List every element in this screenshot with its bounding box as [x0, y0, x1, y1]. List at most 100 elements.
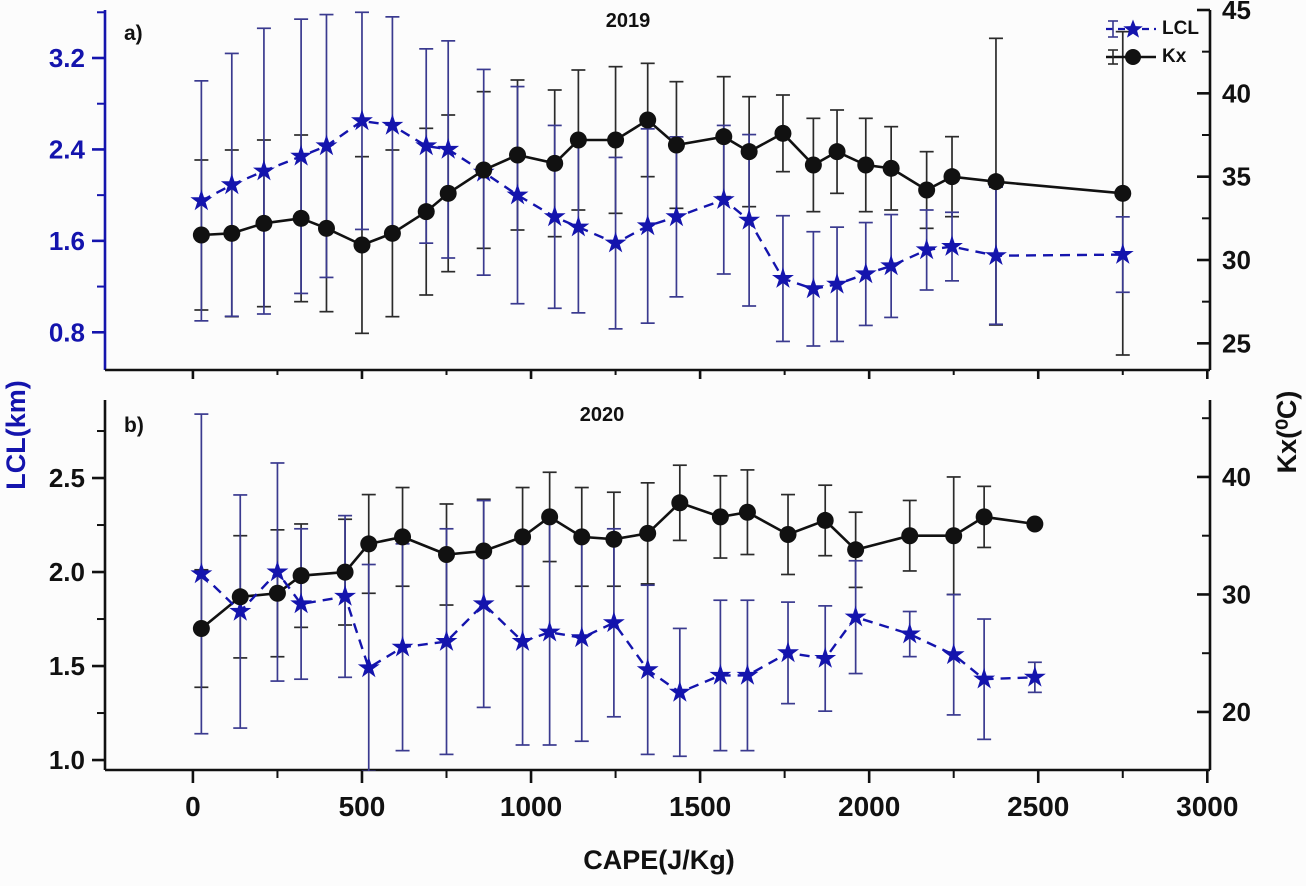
left-tick-label: 1.5	[49, 651, 85, 681]
legend-item-kx: Kx	[1104, 44, 1199, 70]
kx-point	[317, 219, 335, 237]
lcl-point	[802, 277, 825, 299]
panel-a-title: 2019	[605, 10, 651, 32]
kx-point	[639, 111, 657, 129]
kx-point	[292, 567, 310, 585]
kx-point	[975, 508, 993, 526]
lcl-point	[973, 667, 996, 689]
lcl-point	[229, 600, 252, 621]
lcl-point	[543, 205, 566, 227]
lcl-point	[665, 205, 688, 227]
right-tick-label: 25	[1222, 328, 1251, 358]
panel-b: 1.0 1.5 2.0 2.5 20 30 40 0 500 1000 1500 2000 2500 30…	[49, 400, 1251, 822]
kx-point	[945, 527, 963, 545]
kx-point	[715, 128, 733, 146]
lcl-point	[777, 641, 799, 663]
x-tick-label: 2500	[1007, 791, 1069, 822]
lcl-point	[190, 189, 213, 211]
lcl-point	[290, 592, 313, 614]
lcl-point	[854, 262, 877, 284]
y-axis-label-right: Kx(⁰C)	[1272, 390, 1302, 474]
lcl-point	[435, 630, 458, 651]
kx-point	[605, 530, 623, 548]
kx-point	[353, 236, 371, 254]
panel-b-title: 2020	[579, 404, 625, 426]
lcl-point	[602, 611, 625, 633]
left-tick-label: 2.4	[49, 134, 86, 164]
lcl-point	[266, 560, 289, 582]
lcl-point	[567, 215, 590, 237]
lcl-point	[472, 592, 495, 614]
kx-error-bars	[194, 464, 1042, 689]
kx-point	[231, 588, 249, 606]
kx-point	[514, 528, 532, 546]
kx-point	[828, 143, 846, 161]
lcl-point	[898, 622, 921, 644]
x-axis-label: CAPE(J/Kg)	[583, 845, 735, 875]
kx-point	[509, 146, 527, 164]
legend-kx-label: Kx	[1162, 46, 1187, 67]
right-tick-label: 30	[1222, 579, 1251, 609]
kx-point	[360, 535, 378, 553]
lcl-point	[334, 585, 356, 606]
kx-point	[192, 226, 210, 244]
lcl-point	[506, 183, 529, 205]
lcl-point	[712, 188, 735, 209]
kx-point	[475, 542, 493, 560]
x-tick-label: 1500	[669, 791, 731, 822]
lcl-point	[826, 272, 848, 294]
left-tick-label: 1.0	[49, 745, 85, 775]
lcl-error-bars	[194, 413, 1042, 771]
kx-point	[417, 203, 435, 221]
lcl-point	[1111, 243, 1134, 264]
kx-point	[901, 527, 919, 545]
kx-point	[439, 184, 457, 202]
lcl-point	[253, 159, 275, 181]
lcl-point	[290, 144, 313, 166]
kx-point	[847, 541, 865, 559]
kx-point	[918, 181, 936, 199]
kx-point	[667, 136, 685, 154]
left-tick-label: 1.6	[49, 226, 85, 256]
lcl-point	[942, 643, 965, 665]
kx-point	[816, 511, 834, 529]
panel-b-axes: 1.0 1.5 2.0 2.5 20 30 40 0 500 1000 1500 2000 2500 30…	[49, 400, 1251, 822]
left-tick-label: 2.5	[49, 463, 85, 493]
kx-point	[223, 224, 241, 242]
kx-point	[857, 156, 875, 174]
kx-error-bars	[194, 30, 1130, 356]
lcl-point	[415, 134, 438, 156]
kx-point	[607, 131, 625, 149]
lcl-point	[391, 635, 414, 657]
kx-point	[774, 124, 792, 142]
lcl-line	[200, 570, 1035, 694]
kx-point	[394, 528, 412, 546]
x-tick-label: 3000	[1176, 791, 1238, 822]
lcl-point	[604, 231, 627, 253]
right-tick-label: 35	[1222, 162, 1251, 192]
lcl-point	[437, 137, 460, 159]
lcl-markers	[190, 560, 1046, 702]
lcl-point	[915, 238, 938, 260]
right-tick-label: 30	[1222, 245, 1251, 275]
lcl-point	[738, 208, 761, 230]
lcl-point	[511, 630, 534, 651]
kx-point	[255, 214, 273, 232]
lcl-point	[570, 626, 593, 648]
panel-a-label: a)	[124, 22, 143, 45]
kx-point	[882, 159, 900, 177]
lcl-line	[200, 119, 1123, 291]
panel-b-label: b)	[124, 414, 144, 437]
kx-markers	[192, 111, 1132, 254]
lcl-point	[985, 244, 1007, 265]
panel-a: 0.8 1.6 2.4 3.2 25 30 35 40 45	[49, 0, 1251, 379]
lcl-point	[668, 680, 691, 702]
kx-point	[268, 584, 286, 602]
left-tick-label: 3.2	[49, 43, 85, 73]
kx-point	[546, 154, 564, 172]
lcl-point	[357, 656, 380, 678]
right-tick-label: 20	[1222, 697, 1251, 727]
lcl-point	[1023, 665, 1046, 687]
lcl-point	[844, 605, 867, 627]
kx-point	[779, 526, 797, 544]
